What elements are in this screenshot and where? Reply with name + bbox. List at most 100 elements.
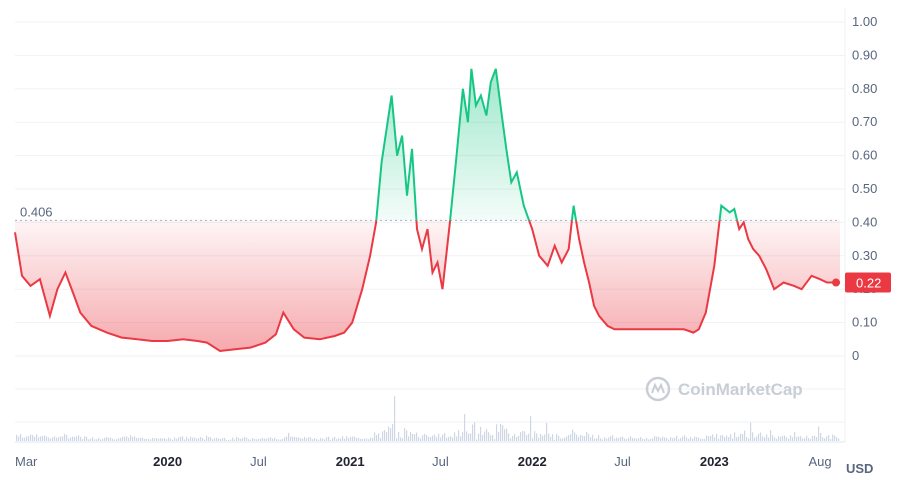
volume-bar bbox=[122, 436, 124, 441]
volume-bar bbox=[806, 435, 808, 441]
volume-bar bbox=[86, 436, 88, 441]
volume-bar bbox=[58, 437, 60, 441]
volume-bar bbox=[664, 437, 666, 441]
volume-bar bbox=[68, 438, 70, 441]
volume-bar bbox=[484, 431, 486, 441]
volume-bar bbox=[346, 436, 348, 441]
volume-bar bbox=[150, 439, 152, 441]
volume-bar bbox=[396, 438, 398, 441]
volume-bar bbox=[208, 437, 210, 441]
volume-bar bbox=[142, 437, 144, 441]
volume-bar bbox=[690, 436, 692, 441]
volume-bar bbox=[608, 437, 610, 441]
volume-bar bbox=[650, 438, 652, 441]
volume-bar bbox=[24, 437, 26, 441]
volume-bar bbox=[162, 438, 164, 441]
volume-bar bbox=[522, 430, 524, 441]
volume-bar bbox=[580, 434, 582, 441]
volume-bar bbox=[262, 438, 264, 441]
volume-bar bbox=[642, 438, 644, 441]
volume-bar bbox=[752, 432, 754, 441]
current-price-label: 0.22 bbox=[856, 276, 881, 291]
watermark-text: CoinMarketCap bbox=[678, 380, 803, 399]
volume-bar bbox=[182, 436, 184, 441]
volume-bar bbox=[712, 434, 714, 441]
volume-bar bbox=[666, 437, 668, 441]
volume-bar bbox=[818, 426, 820, 441]
volume-bar bbox=[260, 438, 262, 441]
volume-bar bbox=[254, 438, 256, 441]
volume-bar bbox=[320, 438, 322, 441]
volume-bar bbox=[510, 438, 512, 441]
volume-bar bbox=[594, 438, 596, 441]
volume-bar bbox=[606, 438, 608, 441]
volume-bar bbox=[770, 430, 772, 441]
y-axis: 1.000.900.800.700.600.500.400.300.200.10… bbox=[852, 14, 877, 363]
volume-bar bbox=[734, 432, 736, 441]
volume-bar bbox=[754, 437, 756, 441]
volume-bar bbox=[542, 435, 544, 441]
volume-bar bbox=[112, 438, 114, 441]
volume-bar bbox=[106, 436, 108, 441]
volume-bar bbox=[388, 426, 390, 441]
volume-bar bbox=[276, 439, 278, 441]
volume-bar bbox=[766, 434, 768, 441]
volume-bar bbox=[466, 431, 468, 441]
volume-bar bbox=[376, 435, 378, 441]
volume-bar bbox=[576, 434, 578, 441]
volume-bar bbox=[160, 438, 162, 441]
volume-bar bbox=[52, 437, 54, 441]
volume-bar bbox=[222, 438, 224, 441]
volume-bar bbox=[216, 437, 218, 441]
volume-bar bbox=[370, 437, 372, 441]
volume-bar bbox=[40, 436, 42, 441]
volume-bar bbox=[478, 433, 480, 441]
volume-bar bbox=[516, 437, 518, 441]
volume-bar bbox=[498, 432, 500, 441]
volume-bar bbox=[56, 437, 58, 441]
volume-bar bbox=[764, 437, 766, 441]
volume-bar bbox=[696, 437, 698, 441]
volume-bar bbox=[660, 437, 662, 441]
volume-bar bbox=[66, 434, 68, 441]
volume-bar bbox=[748, 438, 750, 441]
volume-bar bbox=[744, 430, 746, 441]
volume-bar bbox=[356, 437, 358, 441]
volume-bar bbox=[558, 435, 560, 441]
volume-bar bbox=[312, 439, 314, 441]
volume-bar bbox=[832, 434, 834, 441]
volume-bar bbox=[360, 438, 362, 441]
volume-bar bbox=[364, 438, 366, 441]
volume-bar bbox=[586, 431, 588, 441]
volume-bar bbox=[426, 435, 428, 441]
y-tick-label: 0.30 bbox=[852, 248, 877, 263]
volume-bar bbox=[152, 437, 154, 441]
volume-bar bbox=[626, 439, 628, 441]
volume-bar bbox=[474, 422, 476, 441]
volume-bar bbox=[156, 438, 158, 441]
volume-bar bbox=[102, 439, 104, 441]
volume-bar bbox=[124, 436, 126, 441]
volume-bar bbox=[332, 437, 334, 441]
volume-bar bbox=[338, 438, 340, 441]
volume-bar bbox=[36, 434, 38, 441]
volume-bar bbox=[190, 436, 192, 441]
volume-bar bbox=[120, 437, 122, 441]
volume-bar bbox=[158, 438, 160, 441]
volume-bar bbox=[560, 438, 562, 441]
volume-bar bbox=[314, 438, 316, 441]
volume-bar bbox=[402, 438, 404, 441]
volume-bar bbox=[772, 435, 774, 441]
volume-bar bbox=[686, 437, 688, 441]
volume-bar bbox=[536, 433, 538, 441]
volume-bar bbox=[528, 433, 530, 441]
volume-bar bbox=[514, 434, 516, 441]
volume-bar bbox=[534, 431, 536, 441]
x-tick-label: 2021 bbox=[336, 454, 365, 469]
volume-bar bbox=[32, 435, 34, 441]
volume-bar bbox=[390, 428, 392, 441]
volume-bar bbox=[154, 438, 156, 441]
volume-bar bbox=[174, 437, 176, 441]
volume-bar bbox=[172, 439, 174, 441]
volume-bar bbox=[600, 438, 602, 441]
